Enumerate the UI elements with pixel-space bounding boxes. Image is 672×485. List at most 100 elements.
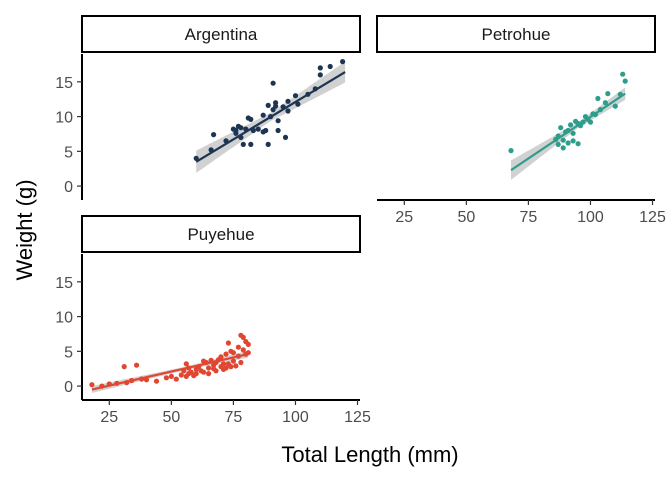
data-point — [193, 371, 199, 377]
data-point — [317, 65, 323, 71]
x-tick-label: 125 — [344, 409, 371, 426]
data-point — [230, 358, 236, 364]
data-point — [620, 71, 626, 77]
data-point — [218, 354, 224, 360]
data-point — [178, 372, 184, 378]
x-tick-label: 125 — [639, 209, 666, 226]
data-point — [295, 101, 301, 107]
facet-strip-box — [81, 215, 361, 253]
x-tick-label: 50 — [162, 409, 180, 426]
y-tick-label: 5 — [64, 144, 73, 161]
x-tick-label: 100 — [282, 409, 309, 426]
y-tick-label: 5 — [64, 344, 73, 361]
y-tick-label: 15 — [55, 275, 73, 292]
regression-line — [195, 71, 346, 163]
data-point — [570, 138, 576, 144]
data-point — [595, 95, 601, 102]
data-point — [263, 127, 269, 134]
data-point — [555, 141, 561, 147]
data-point — [612, 103, 618, 109]
x-tick-label: 100 — [577, 209, 604, 226]
data-point — [285, 98, 291, 104]
x-tick-label: 75 — [225, 409, 243, 426]
data-point — [235, 344, 241, 350]
data-point — [605, 91, 611, 97]
y-tick-label: 15 — [55, 75, 73, 92]
regression-line — [91, 353, 249, 391]
data-point — [265, 141, 271, 147]
facet-panel-argentina: Argentina 0 5 10 15 — [55, 15, 361, 200]
data-point — [275, 118, 281, 124]
data-point — [240, 141, 246, 147]
x-tick-label: 75 — [520, 209, 538, 226]
y-tick-label: 0 — [64, 179, 73, 196]
data-point — [201, 369, 207, 375]
y-axis-title: Weight (g) — [12, 179, 37, 280]
data-point — [213, 368, 219, 374]
data-point — [183, 361, 189, 367]
data-point — [558, 125, 564, 131]
y-tick-label: 10 — [55, 110, 73, 127]
data-point — [270, 80, 276, 86]
data-point — [560, 137, 566, 143]
y-tick-label: 10 — [55, 310, 73, 327]
facet-strip-box — [81, 15, 361, 53]
data-point — [223, 351, 229, 357]
data-point — [340, 59, 346, 65]
facet-strip-label: Puyehue — [187, 225, 254, 244]
facet-strip-box — [376, 15, 656, 53]
data-point — [602, 100, 609, 106]
data-point — [240, 347, 246, 353]
data-point — [508, 148, 514, 154]
data-point — [248, 116, 254, 122]
data-point — [317, 72, 323, 78]
data-point — [206, 371, 212, 377]
data-point — [230, 350, 236, 356]
data-point — [233, 363, 239, 369]
data-point — [622, 78, 628, 84]
data-point — [193, 155, 199, 161]
data-point — [275, 127, 281, 134]
data-point — [327, 63, 333, 70]
data-point — [248, 141, 254, 147]
data-point — [211, 132, 217, 138]
data-point — [282, 134, 289, 140]
data-point — [89, 382, 95, 388]
data-point — [560, 145, 566, 151]
data-point — [223, 365, 229, 371]
confidence-band — [511, 87, 626, 180]
facet-strip-label: Petrohue — [482, 25, 551, 44]
x-tick-label: 25 — [395, 209, 413, 226]
data-point — [225, 340, 231, 346]
facet-panel-puyehue: Puyehue 0 5 10 15 25 50 75 100 125 — [55, 215, 371, 426]
x-tick-label: 25 — [100, 409, 118, 426]
data-point — [245, 341, 251, 347]
data-point — [575, 141, 581, 147]
data-point — [240, 334, 246, 340]
data-point — [285, 108, 291, 114]
data-point — [134, 362, 140, 368]
data-point — [173, 376, 179, 382]
facet-strip-label: Argentina — [185, 25, 258, 44]
data-point — [565, 140, 571, 146]
data-point — [206, 365, 212, 371]
data-point — [163, 375, 169, 381]
data-point — [228, 364, 234, 370]
data-point — [568, 122, 574, 128]
x-axis-title: Total Length (mm) — [281, 442, 458, 467]
data-point — [238, 125, 244, 131]
data-point — [273, 103, 279, 109]
data-point — [570, 130, 576, 136]
regression-line — [510, 92, 626, 172]
data-point — [587, 119, 594, 125]
data-point — [233, 130, 239, 136]
x-tick-label: 50 — [457, 209, 475, 226]
data-point — [292, 93, 299, 99]
y-tick-label: 0 — [64, 379, 73, 396]
data-point — [260, 112, 266, 118]
data-point — [153, 378, 160, 384]
data-point — [168, 373, 174, 379]
data-point — [121, 364, 127, 370]
data-point — [220, 361, 227, 367]
